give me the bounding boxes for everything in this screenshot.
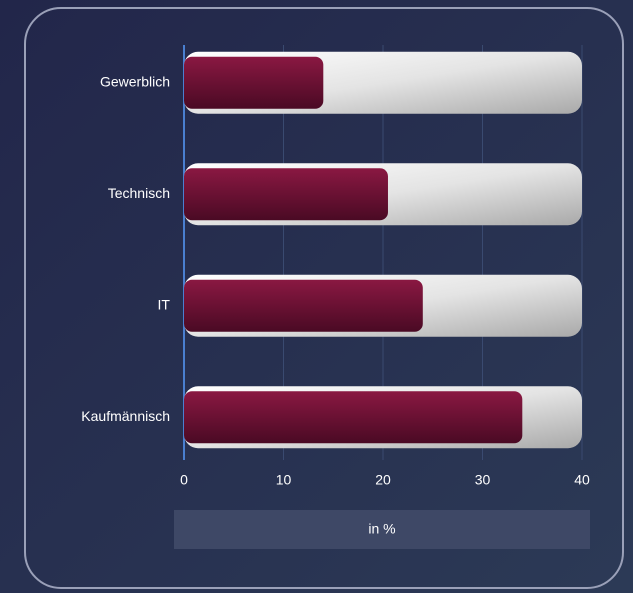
bar (184, 168, 388, 221)
y-tick-label: Kaufmännisch (81, 408, 170, 424)
bar (184, 279, 423, 332)
y-tick-label: IT (158, 296, 171, 312)
x-tick-label: 0 (180, 472, 188, 488)
x-tick-label: 40 (574, 472, 590, 488)
panel (24, 7, 624, 589)
bar (184, 56, 324, 109)
x-axis-label-box (174, 510, 590, 549)
y-tick-label: Technisch (108, 185, 170, 201)
x-axis-label: in % (368, 521, 395, 537)
x-tick-label: 10 (276, 472, 292, 488)
x-tick-label: 20 (375, 472, 391, 488)
bar (184, 391, 523, 444)
y-tick-label: Gewerblich (100, 73, 170, 89)
x-tick-label: 30 (475, 472, 491, 488)
